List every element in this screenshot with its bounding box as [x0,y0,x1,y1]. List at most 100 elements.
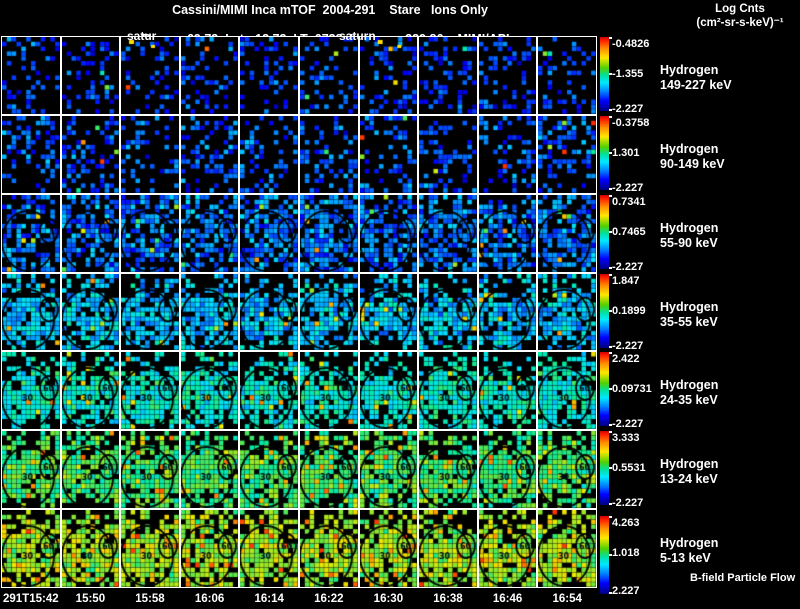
time-tick-2: 15:50 [75,593,106,605]
colorbar-units-line2: (cm²-sr-s-keV)⁻¹ [696,17,784,29]
scale-mid-row7: 1.018 [612,547,640,560]
panel-r5c1 [2,352,60,430]
colorbar-tick [609,115,612,118]
panel-r3c10 [538,194,596,272]
panel-r4c2 [61,273,120,351]
panel-r2c7 [359,115,418,193]
colorbar-tick [609,424,612,427]
colorbar-tick [609,516,612,519]
time-tick-9: 16:46 [492,593,523,605]
panel-r5c4 [180,352,239,430]
panel-r6c2 [61,431,120,509]
panel-r7c2 [61,510,120,587]
species-name: Hydrogen [660,63,719,77]
panel-r1c6 [299,37,358,114]
energy-range: 55-90 keV [660,235,718,250]
colorbar-tick [609,503,612,506]
scale-bottom-row7: 2.227 [612,585,640,598]
energy-label-row3: Hydrogen 55-90 keV [660,221,790,251]
colorbar-tick [609,266,612,269]
colorbar-row2 [600,115,612,190]
scale-top-row5: 2.422 [612,353,640,366]
panel-r3c2 [61,194,120,272]
panel-r2c6 [299,115,358,193]
colorbar-units-line1: Log Cnts [715,3,765,15]
panel-r7c4 [180,510,239,587]
colorbar-row3 [600,194,612,269]
scale-mid-row3: 0.7465 [612,225,646,238]
colorbar-tick [609,309,612,312]
panel-r4c9 [478,273,537,351]
panel-r5c3 [121,352,179,430]
scale-mid-row1: -1.355 [612,68,644,80]
panel-r5c5 [240,352,298,430]
panel-r3c3 [121,194,179,272]
panel-r4c4 [180,273,239,351]
panel-r6c10 [538,431,596,509]
plot-title: Cassini/MIMI Inca mTOF 2004-291 Stare Io… [172,3,488,17]
colorbar-tick [609,352,612,355]
energy-range: 35-55 keV [660,314,718,329]
colorbar-row6 [600,431,612,506]
panel-r4c6 [299,273,358,351]
heatmap-grid [1,36,597,588]
colorbar-tick [609,187,612,190]
colorbar-tick [609,431,612,434]
panel-r6c9 [478,431,537,509]
colorbar-row1 [600,37,612,111]
panel-r6c3 [121,431,179,509]
energy-label-row7: Hydrogen 5-13 keV [660,536,790,566]
panel-r7c10 [538,510,596,587]
energy-range: 5-13 keV [660,551,711,566]
energy-range: 24-35 keV [660,393,718,408]
saturn-marker-label-1: satur [127,29,157,43]
panel-r5c9 [478,352,537,430]
panel-r2c10 [538,115,596,193]
panel-r1c10 [538,37,596,114]
colorbar-tick [609,73,612,75]
colorbar-tick [609,554,612,557]
energy-label-row5: Hydrogen 24-35 keV [660,378,790,408]
energy-label-row6: Hydrogen 13-24 keV [660,457,790,487]
colorbar-tick [609,592,612,595]
panel-r4c10 [538,273,596,351]
panel-r1c9 [478,37,537,114]
colorbar-tick [609,273,612,276]
panel-r7c5 [240,510,298,587]
panel-r3c4 [180,194,239,272]
colorbar-tick [609,230,612,233]
panel-r5c2 [61,352,120,430]
panel-r7c8 [419,510,477,587]
species-name: Hydrogen [660,457,719,472]
scale-bottom-row6: -2.227 [612,497,644,510]
panel-r2c9 [478,115,537,193]
colorbar-tick [609,194,612,197]
scale-top-row2: -0.3758 [612,116,650,129]
panel-r6c4 [180,431,239,509]
scale-top-row6: 3.333 [612,432,640,445]
panel-r1c1 [2,37,60,114]
panel-r2c5 [240,115,298,193]
panel-r3c6 [299,194,358,272]
energy-label-row1: Hydrogen 149-227 keV [660,63,790,93]
panel-r4c8 [419,273,477,351]
scale-mid-row5: 0.09731 [612,383,652,396]
time-tick-7: 16:30 [373,593,404,605]
time-tick-6: 16:22 [314,593,344,605]
panel-r2c8 [419,115,477,193]
colorbar-tick [609,467,612,470]
energy-label-row4: Hydrogen 35-55 keV [660,300,790,330]
panel-r5c10 [538,352,596,430]
colorbar-tick [609,37,612,39]
time-tick-5: 16:14 [254,593,284,605]
panel-r5c6 [299,352,358,430]
panel-r3c1 [2,194,60,272]
scale-mid-row6: 0.5531 [612,462,646,475]
panel-r2c3 [121,115,179,193]
panel-r3c9 [478,194,537,272]
colorbar-row5 [600,352,612,427]
colorbar-tick [609,109,612,111]
panel-r2c1 [2,115,60,193]
panel-r3c5 [240,194,298,272]
panel-r7c7 [359,510,418,587]
